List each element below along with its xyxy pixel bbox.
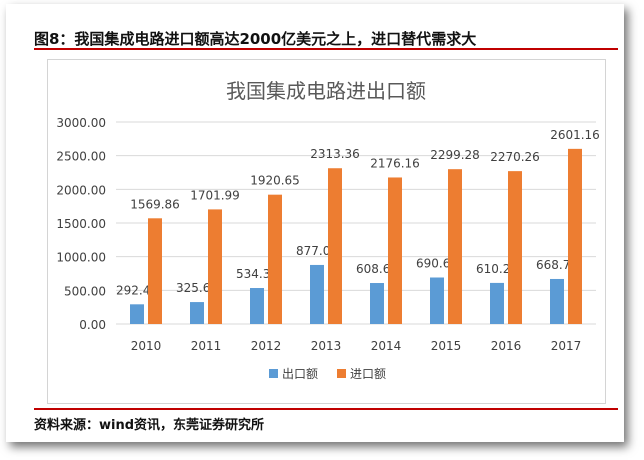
x-tick-label: 2011 xyxy=(191,339,222,353)
import-data-label: 2313.36 xyxy=(310,147,360,161)
x-tick-label: 2015 xyxy=(431,339,462,353)
x-tick-label: 2012 xyxy=(251,339,282,353)
y-tick-label: 3000.00 xyxy=(56,116,106,130)
export-bar xyxy=(130,304,144,324)
import-legend-label: 进口额 xyxy=(350,367,386,381)
export-bar xyxy=(550,278,564,324)
export-bar xyxy=(190,302,204,324)
y-tick-label: 0.00 xyxy=(79,318,106,332)
x-tick-label: 2013 xyxy=(311,339,342,353)
export-data-label: 690.63 xyxy=(416,256,458,270)
import-data-label: 1920.65 xyxy=(250,174,300,188)
chart-container: 我国集成电路进出口额 0.00 500.00 1000.00 1500.00 2000.… xyxy=(47,59,606,404)
export-bar xyxy=(370,283,384,324)
export-legend-label: 出口额 xyxy=(282,367,318,381)
x-tick-label: 2017 xyxy=(551,339,582,353)
import-data-label: 2176.16 xyxy=(370,156,420,170)
export-data-label: 534.35 xyxy=(236,267,278,281)
y-tick-label: 2000.00 xyxy=(56,183,106,197)
import-legend-swatch xyxy=(337,369,346,378)
export-bar xyxy=(310,264,324,324)
figure-panel: 图8：我国集成电路进口额高达2000亿美元之上，进口替代需求大 我国集成电路进出… xyxy=(6,4,624,442)
bar-chart: 我国集成电路进出口额 0.00 500.00 1000.00 1500.00 2000.… xyxy=(56,79,600,381)
figure-title: 图8：我国集成电路进口额高达2000亿美元之上，进口替代需求大 xyxy=(34,30,477,48)
import-bar xyxy=(448,169,462,324)
import-bar xyxy=(568,148,582,324)
title-divider xyxy=(34,48,618,50)
source-note: 资料来源：wind资讯，东莞证券研究所 xyxy=(34,418,265,433)
source-divider xyxy=(34,408,618,410)
export-data-label: 877.00 xyxy=(296,244,338,258)
import-bar xyxy=(388,177,402,324)
import-bar xyxy=(328,168,342,324)
export-data-label: 292.46 xyxy=(116,283,158,297)
import-bar xyxy=(268,194,282,324)
x-tick-label: 2014 xyxy=(371,339,402,353)
export-data-label: 325.66 xyxy=(176,281,218,295)
export-bar xyxy=(490,282,504,324)
import-bar xyxy=(208,209,222,324)
export-data-label: 668.77 xyxy=(536,258,578,272)
y-tick-label: 1000.00 xyxy=(56,251,106,265)
export-data-label: 608.66 xyxy=(356,262,398,276)
y-tick-label: 2500.00 xyxy=(56,150,106,164)
x-tick-label: 2010 xyxy=(131,339,162,353)
import-data-label: 1569.86 xyxy=(130,197,180,211)
chart-title: 我国集成电路进出口额 xyxy=(226,79,426,103)
y-tick-label: 1500.00 xyxy=(56,217,106,231)
import-data-label: 2270.26 xyxy=(490,150,540,164)
export-bar xyxy=(250,288,264,324)
import-data-label: 2299.28 xyxy=(430,148,480,162)
export-legend-swatch xyxy=(269,369,278,378)
import-bar xyxy=(508,171,522,324)
import-data-label: 2601.16 xyxy=(550,128,600,142)
export-data-label: 610.21 xyxy=(476,262,518,276)
import-bar xyxy=(148,218,162,324)
import-data-label: 1701.99 xyxy=(190,188,240,202)
export-bar xyxy=(430,277,444,324)
x-tick-label: 2016 xyxy=(491,339,522,353)
y-tick-label: 500.00 xyxy=(64,284,106,298)
